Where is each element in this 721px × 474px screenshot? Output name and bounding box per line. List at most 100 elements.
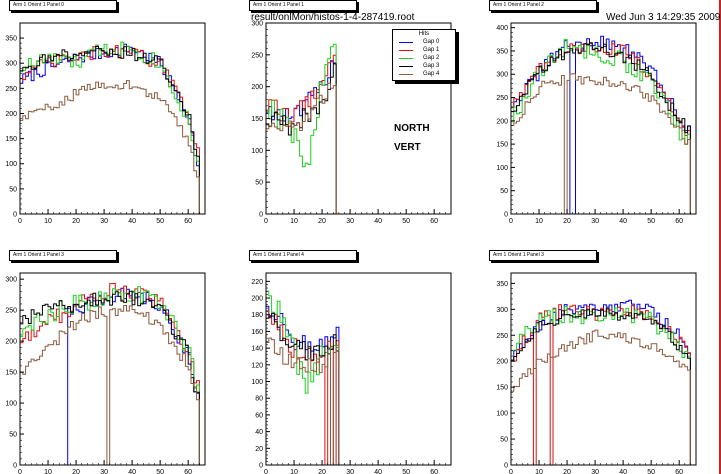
y-tick-label: 0 [259,212,263,219]
histogram-series [19,43,200,214]
legend-label: Gap 4 [423,71,440,77]
legend-entry: Gap 3 [393,62,455,70]
legend: Hits Gap 0 Gap 1 Gap 2 Gap 3 Gap 4 [392,29,456,81]
y-tick-label: 40 [255,429,263,436]
y-tick-label: 350 [496,281,508,288]
y-tick-label: 350 [496,48,508,55]
legend-label: Gap 3 [423,63,440,69]
histogram-series [19,305,200,466]
y-tick-label: 150 [496,385,508,392]
histogram-panel: 0 50 100 150 200 250 300 350 0 10 20 30 40 50 60 [5,22,206,225]
x-tick-label: 10 [290,469,298,474]
legend-swatch [399,57,413,59]
y-tick-label: 300 [5,61,17,68]
panel-title-0: Arm 1 Orient 1 Panel 0 [9,0,117,11]
legend-label: Gap 1 [423,47,440,53]
x-tick-label: 20 [72,218,80,225]
y-tick-label: 250 [496,95,508,102]
x-tick-label: 60 [184,469,192,474]
x-tick-label: 0 [18,469,22,474]
histogram-series [265,337,340,466]
histogram-series [510,329,691,465]
legend-swatch [399,65,413,67]
x-tick-label: 30 [346,469,354,474]
x-tick-label: 60 [430,218,438,225]
panel-title-5: Arm 1 Orient 1 Panel 3 [489,250,597,261]
histogram-panel: 0 50 100 150 200 250 300 350 400 0 10 20 30 40 50 60 [496,22,697,225]
y-tick-label: 200 [5,339,17,346]
x-tick-label: 0 [264,469,268,474]
x-tick-label: 0 [264,218,268,225]
y-tick-label: 150 [5,136,17,143]
y-tick-label: 200 [251,296,263,303]
x-tick-label: 30 [346,218,354,225]
x-tick-label: 40 [374,469,382,474]
x-tick-label: 0 [18,218,22,225]
x-tick-label: 50 [156,469,164,474]
histogram-series [510,73,691,215]
x-tick-label: 30 [591,218,599,225]
y-tick-label: 100 [496,165,508,172]
x-tick-label: 40 [619,218,627,225]
histogram-series [19,41,200,214]
histogram-series [265,312,340,465]
y-tick-label: 20 [255,446,263,453]
y-tick-label: 250 [496,333,508,340]
y-tick-label: 50 [9,186,17,193]
x-tick-label: 20 [563,218,571,225]
y-tick-label: 160 [251,329,263,336]
orientation-label: VERT [394,142,421,153]
y-tick-label: 150 [496,142,508,149]
x-tick-label: 50 [647,218,655,225]
y-tick-label: 150 [5,370,17,377]
histogram-series [19,290,200,465]
legend-rows: Gap 0 Gap 1 Gap 2 Gap 3 Gap 4 [393,38,455,78]
y-tick-label: 0 [504,463,508,470]
x-tick-label: 50 [402,469,410,474]
y-tick-label: 250 [251,52,263,59]
x-tick-label: 10 [290,218,298,225]
y-tick-label: 100 [496,411,508,418]
y-tick-label: 200 [5,111,17,118]
y-tick-label: 180 [251,312,263,319]
y-tick-label: 50 [500,437,508,444]
y-tick-label: 300 [5,277,17,284]
x-tick-label: 30 [100,469,108,474]
canvas-right-border [719,0,721,474]
x-tick-label: 20 [318,469,326,474]
histogram-series [265,310,340,466]
legend-swatch [399,49,413,51]
histogram-series [510,42,691,214]
y-tick-label: 0 [259,463,263,470]
y-tick-label: 300 [251,21,263,28]
y-tick-label: 400 [496,25,508,32]
panel-title-1: Arm 1 Orient 1 Panel 1 [249,0,357,11]
panel-title-2: Arm 1 Orient 1 Panel 2 [489,0,597,11]
plot-frame [265,272,452,466]
x-tick-label: 0 [509,469,513,474]
histogram-series [510,306,691,465]
histogram-series [265,82,337,214]
legend-entry: Gap 0 [393,38,455,46]
y-tick-label: 100 [5,401,17,408]
y-tick-label: 350 [5,36,17,43]
histogram-series [19,283,200,465]
histogram-series [510,307,691,465]
x-tick-label: 40 [619,469,627,474]
histogram-series [510,35,691,215]
histogram-series [19,286,200,465]
legend-swatch [399,73,413,75]
legend-label: Gap 0 [423,39,440,45]
legend-entry: Gap 4 [393,70,455,78]
histogram-series [19,45,200,214]
y-tick-label: 0 [504,212,508,219]
plot-frame [19,272,206,466]
histogram-series [265,63,337,214]
x-tick-label: 60 [675,218,683,225]
x-tick-label: 20 [72,469,80,474]
y-tick-label: 0 [13,212,17,219]
y-tick-label: 250 [5,308,17,315]
x-tick-label: 30 [100,218,108,225]
plot-frame [510,22,697,215]
